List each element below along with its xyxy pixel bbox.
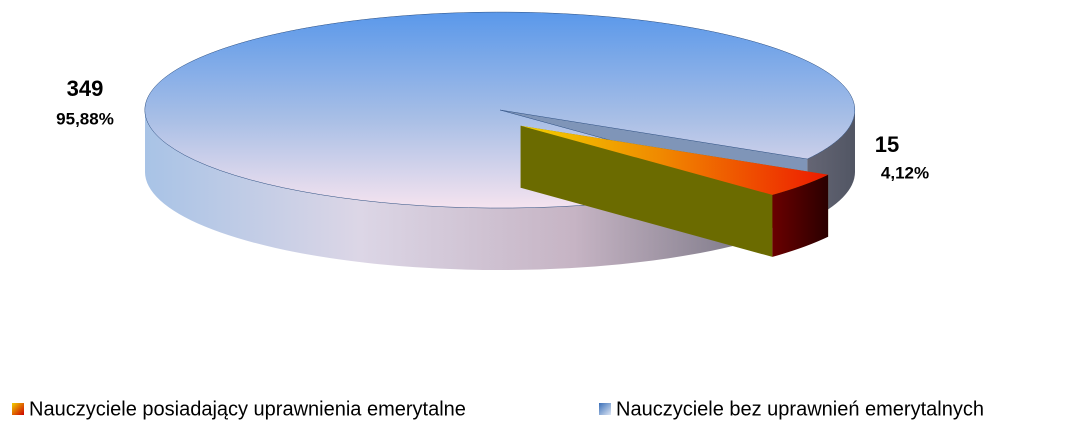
slice-face xyxy=(520,125,773,257)
percentage-label: 95,88% xyxy=(56,109,114,128)
pie xyxy=(144,11,856,271)
slice xyxy=(520,125,829,195)
legend-label: Nauczyciele posiadający uprawnienia emer… xyxy=(29,398,466,420)
legend-label: Nauczyciele bez uprawnień emerytalnych xyxy=(616,398,984,420)
legend-swatch xyxy=(599,403,611,415)
value-label: 15 xyxy=(875,132,899,157)
slice-side xyxy=(772,174,829,257)
value-label: 349 xyxy=(67,76,104,101)
slice-side xyxy=(144,110,752,271)
legend-swatch xyxy=(12,403,24,415)
percentage-label: 4,12% xyxy=(881,163,929,182)
